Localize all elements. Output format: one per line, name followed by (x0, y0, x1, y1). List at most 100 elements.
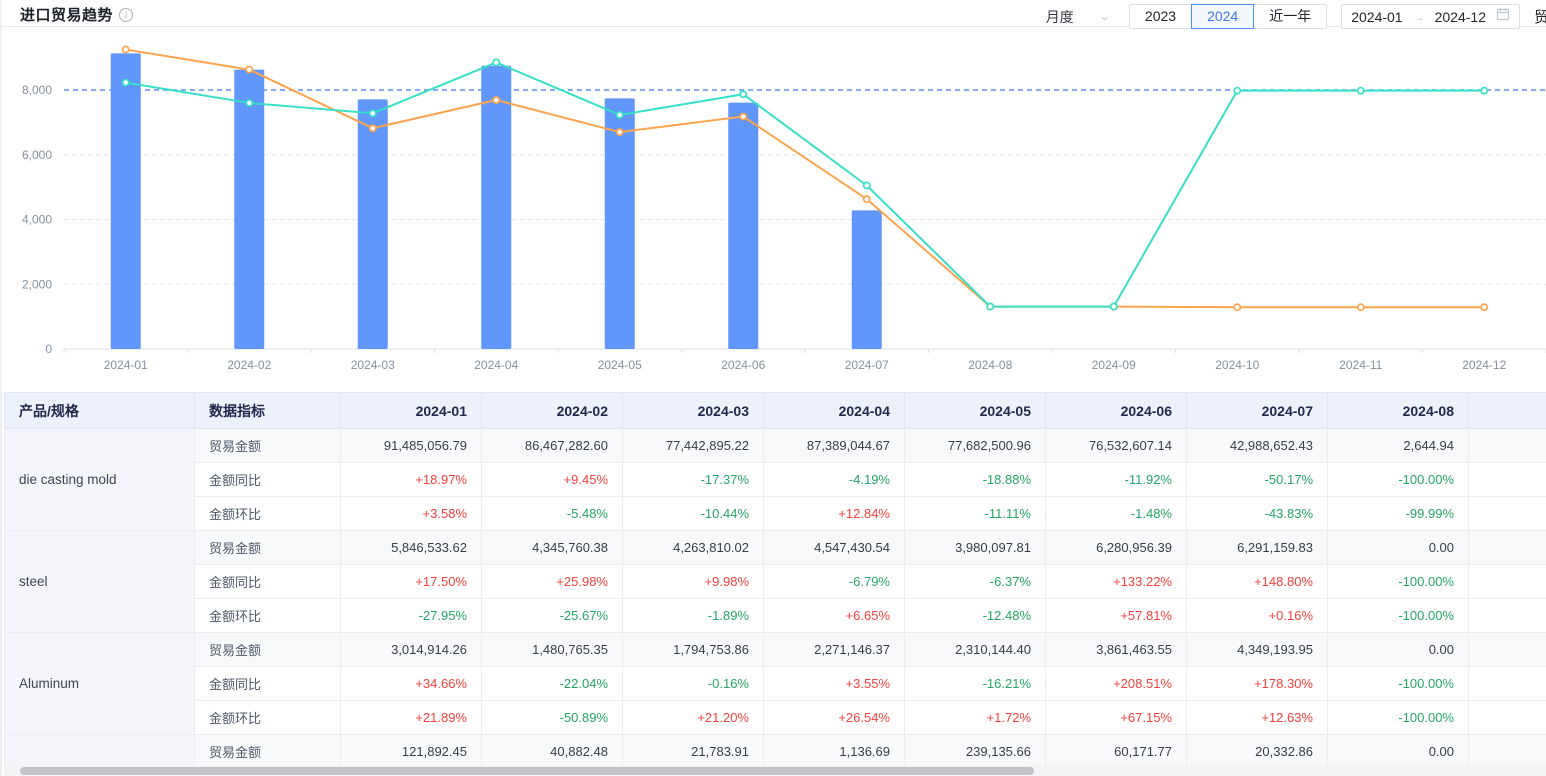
x-axis-label: 2024-05 (598, 358, 642, 372)
value-cell: +57.81% (1045, 598, 1187, 633)
frequency-value: 月度 (1045, 8, 1074, 25)
value-cell: 2,271,146.37 (763, 632, 905, 667)
metric-cell: 金额同比 (194, 666, 341, 701)
bar-2024-02[interactable] (234, 69, 265, 349)
line-orange-point-2024-12[interactable] (1480, 303, 1489, 312)
metric-cell: 贸易金额 (194, 632, 341, 667)
line-orange-point-2024-06[interactable] (739, 112, 748, 121)
metric-cell: 贸易金额 (194, 734, 341, 769)
metric-cell: 金额环比 (194, 598, 341, 633)
line-orange-point-2024-01[interactable] (121, 45, 130, 54)
value-cell: 77,682,500.96 (904, 428, 1046, 463)
value-cell: -11.92% (1045, 462, 1187, 497)
bar-2024-01[interactable] (110, 53, 141, 349)
value-cell: -27.95% (340, 598, 482, 633)
value-cell: 2,644.94 (1327, 428, 1469, 463)
value-cell: 1,136.69 (763, 734, 905, 769)
overflow-cell (1468, 428, 1546, 463)
x-axis-label: 2024-11 (1339, 358, 1382, 372)
line-teal-point-2024-08[interactable] (986, 302, 995, 311)
overflow-cell (1468, 598, 1546, 633)
line-teal-point-2024-06[interactable] (739, 90, 748, 99)
value-cell: 42,988,652.43 (1186, 428, 1328, 463)
bar-2024-06[interactable] (728, 102, 759, 349)
trade-data-table: 产品/规格 数据指标 2024-01 2024-02 2024-03 2024-04 202… (4, 392, 1546, 769)
value-cell: 40,882.48 (481, 734, 623, 769)
line-teal-point-2024-11[interactable] (1356, 86, 1365, 95)
value-cell: -5.48% (481, 496, 623, 531)
x-axis-label: 2024-09 (1092, 358, 1136, 372)
product-cell: Aluminum (4, 632, 195, 735)
col-header-2024-03: 2024-03 (622, 392, 764, 429)
recent-year-button[interactable]: 近一年 (1253, 4, 1328, 29)
year-button-2023[interactable]: 2023 (1128, 4, 1193, 29)
line-orange-point-2024-05[interactable] (615, 128, 624, 137)
value-cell: +3.55% (763, 666, 905, 701)
line-teal-point-2024-07[interactable] (862, 181, 871, 190)
line-teal-point-2024-04[interactable] (492, 58, 501, 67)
value-cell: +21.20% (622, 700, 764, 735)
trade-mode-label[interactable]: 贸易 (1534, 9, 1546, 26)
horizontal-scrollbar[interactable] (4, 765, 1546, 776)
table-row: die casting mold 贸易金额 91,485,056.79 86,467,… (4, 428, 1546, 531)
year-button-2024[interactable]: 2024 (1191, 4, 1255, 29)
value-cell: -100.00% (1327, 598, 1469, 633)
overflow-cell (1468, 530, 1546, 565)
table-row: steel 贸易金额 5,846,533.62 4,345,760.38 4,263,8… (4, 530, 1546, 633)
date-range-picker[interactable]: 2024-01 → 2024-12 (1341, 4, 1520, 29)
line-orange-point-2024-02[interactable] (245, 65, 254, 74)
line-teal-point-2024-01[interactable] (121, 78, 130, 87)
line-orange-point-2024-04[interactable] (492, 96, 501, 104)
x-axis-label: 2024-08 (968, 358, 1012, 372)
frequency-select[interactable]: 月度 ⌄ (1040, 5, 1115, 29)
value-cell: 2,310,144.40 (904, 632, 1046, 667)
line-orange-point-2024-10[interactable] (1233, 303, 1242, 312)
scrollbar-thumb[interactable] (20, 766, 1034, 775)
value-cell: 91,485,056.79 (340, 428, 482, 463)
title-wrap: 进口贸易趋势 i (20, 4, 134, 25)
line-orange-point-2024-03[interactable] (368, 124, 377, 133)
header-bar: 进口贸易趋势 i 月度 ⌄ 2023 2024 近一年 2024-01 → 20… (2, 0, 1546, 29)
line-teal-point-2024-03[interactable] (368, 109, 377, 118)
value-cell: 239,135.66 (904, 734, 1046, 769)
trend-chart-svg: 0 2,000 4,000 6,000 8,000 2024-01 2024-02 2024-… (22, 45, 1546, 372)
date-end[interactable]: 2024-12 (1434, 8, 1486, 25)
line-teal-point-2024-02[interactable] (245, 98, 254, 107)
line-teal-point-2024-10[interactable] (1233, 86, 1242, 95)
line-orange-point-2024-07[interactable] (862, 195, 871, 204)
x-axis-label: 2024-12 (1462, 358, 1506, 372)
bar-2024-03[interactable] (357, 99, 388, 349)
table-row: 金额同比 +17.50% +25.98% +9.98% -6.79% -6.37% +133… (5, 564, 1546, 599)
date-start[interactable]: 2024-01 (1351, 8, 1403, 25)
value-cell: +208.51% (1045, 666, 1187, 701)
value-cell: +12.84% (763, 496, 905, 531)
info-icon[interactable]: i (119, 7, 134, 22)
line-orange (124, 48, 1486, 309)
value-cell: 5,846,533.62 (340, 530, 482, 565)
bar-2024-07[interactable] (851, 210, 882, 349)
value-cell: 121,892.45 (340, 734, 482, 769)
metric-cell: 金额环比 (194, 496, 341, 531)
line-orange-point-2024-11[interactable] (1356, 303, 1365, 312)
bar-2024-05[interactable] (604, 98, 635, 349)
overflow-cell (1468, 496, 1546, 531)
value-cell: +12.63% (1186, 700, 1328, 735)
col-header-metric: 数据指标 (194, 392, 341, 429)
line-teal-point-2024-09[interactable] (1109, 302, 1118, 311)
value-cell: -18.88% (904, 462, 1046, 497)
col-header-2024-07: 2024-07 (1186, 392, 1328, 429)
value-cell: +26.54% (763, 700, 905, 735)
year-segmented-control: 2023 2024 近一年 (1128, 4, 1328, 29)
table-row: Aluminum 贸易金额 3,014,914.26 1,480,765.35 1,79… (4, 632, 1546, 735)
value-cell: +6.65% (763, 598, 905, 633)
value-cell: -43.83% (1186, 496, 1328, 531)
value-cell: 21,783.91 (622, 734, 764, 769)
value-cell: +148.80% (1186, 564, 1328, 599)
metric-cell: 贸易金额 (194, 530, 341, 565)
line-teal-point-2024-12[interactable] (1480, 86, 1489, 95)
bar-2024-04[interactable] (481, 65, 512, 349)
line-teal (124, 61, 1486, 308)
x-axis-label: 2024-02 (227, 358, 271, 372)
line-teal-point-2024-05[interactable] (615, 110, 624, 119)
value-cell: 20,332.86 (1186, 734, 1328, 769)
